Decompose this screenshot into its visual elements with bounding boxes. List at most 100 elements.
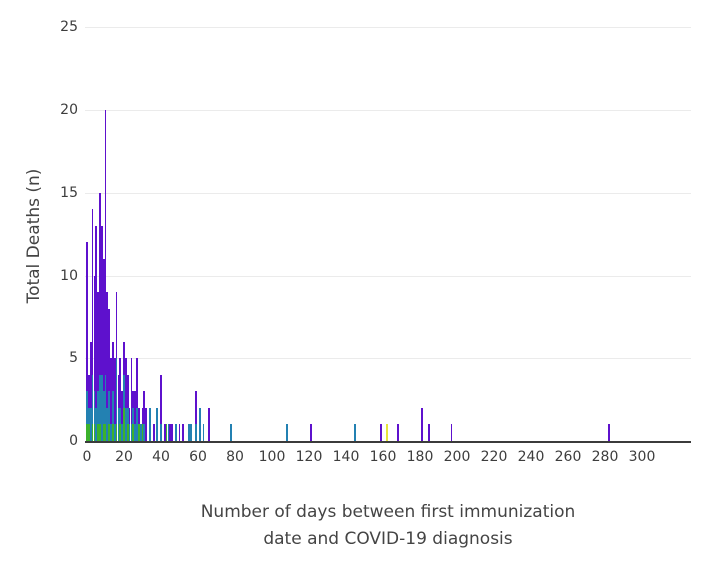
bar-day-27-teal[interactable] bbox=[136, 407, 138, 441]
bar-day-181-purple[interactable] bbox=[420, 407, 423, 441]
bar-day-22-purple[interactable] bbox=[126, 374, 129, 408]
bar-day-159-purple[interactable] bbox=[380, 424, 383, 441]
bar-day-4-green[interactable] bbox=[93, 424, 96, 441]
bar-day-20-purple[interactable] bbox=[123, 341, 125, 375]
bar-day-16-purple[interactable] bbox=[115, 292, 118, 359]
bar-day-36-purple[interactable] bbox=[152, 424, 155, 441]
bar-day-59-teal[interactable] bbox=[195, 424, 198, 441]
bar-day-20-teal[interactable] bbox=[123, 374, 125, 408]
bar-day-12-purple[interactable] bbox=[108, 308, 111, 392]
bar-day-59-purple[interactable] bbox=[195, 391, 198, 425]
bar-day-32-purple[interactable] bbox=[145, 407, 148, 441]
bar-day-7-purple[interactable] bbox=[99, 192, 101, 375]
bar-day-25-green[interactable] bbox=[132, 424, 135, 441]
bar-day-7-teal[interactable] bbox=[99, 374, 101, 425]
bar-day-45-purple[interactable] bbox=[169, 424, 172, 441]
bar-day-12-green[interactable] bbox=[108, 424, 111, 441]
bar-day-4-purple[interactable] bbox=[93, 275, 96, 392]
bar-day-46-purple[interactable] bbox=[171, 424, 174, 441]
bar-day-25-purple[interactable] bbox=[132, 391, 135, 408]
bar-day-121-purple[interactable] bbox=[309, 424, 312, 441]
bar-day-55-teal[interactable] bbox=[187, 424, 190, 441]
bar-day-11-purple[interactable] bbox=[106, 292, 109, 408]
bar-day-108-teal[interactable] bbox=[285, 424, 288, 441]
bar-day-14-green[interactable] bbox=[112, 424, 114, 441]
bar-day-15-purple[interactable] bbox=[113, 358, 116, 425]
bar-day-21-teal[interactable] bbox=[124, 407, 127, 441]
bar-day-18-green[interactable] bbox=[119, 424, 122, 441]
bar-day-10-teal[interactable] bbox=[104, 374, 107, 425]
bar-day-38-teal[interactable] bbox=[156, 407, 159, 441]
bar-day-13-teal[interactable] bbox=[110, 424, 112, 441]
bar-day-44-teal[interactable] bbox=[167, 424, 170, 441]
bar-day-40-purple[interactable] bbox=[160, 374, 162, 425]
bar-day-34-teal[interactable] bbox=[149, 407, 151, 441]
bar-day-3-green[interactable] bbox=[91, 424, 94, 441]
bar-day-9-purple[interactable] bbox=[102, 258, 105, 392]
bar-day-52-purple[interactable] bbox=[182, 424, 185, 441]
bar-day-78-teal[interactable] bbox=[230, 424, 233, 441]
bar-day-162-yellow[interactable] bbox=[385, 424, 388, 441]
bar-day-17-purple[interactable] bbox=[117, 374, 120, 408]
bar-day-27-purple[interactable] bbox=[136, 358, 138, 408]
bar-day-28-green[interactable] bbox=[137, 424, 140, 441]
bar-day-30-green[interactable] bbox=[141, 424, 144, 441]
bar-day-1-purple[interactable] bbox=[87, 374, 90, 408]
bar-day-22-green[interactable] bbox=[126, 424, 129, 441]
bar-day-21-purple[interactable] bbox=[124, 358, 127, 408]
bar-day-19-teal[interactable] bbox=[121, 424, 124, 441]
bar-day-5-purple[interactable] bbox=[95, 225, 98, 408]
bar-day-8-teal[interactable] bbox=[100, 374, 103, 441]
bar-day-42-purple[interactable] bbox=[163, 424, 166, 441]
bar-day-29-teal[interactable] bbox=[139, 424, 142, 441]
bar-day-1-green[interactable] bbox=[87, 424, 90, 441]
bar-day-9-teal[interactable] bbox=[102, 391, 105, 425]
bar-day-4-teal[interactable] bbox=[93, 391, 96, 425]
bar-day-43-green[interactable] bbox=[165, 424, 168, 441]
bar-day-24-teal[interactable] bbox=[130, 424, 133, 441]
bar-day-14-purple[interactable] bbox=[112, 341, 114, 392]
bar-day-2-purple[interactable] bbox=[89, 341, 92, 408]
bar-day-0-teal[interactable] bbox=[86, 391, 88, 425]
bar-day-185-purple[interactable] bbox=[428, 424, 431, 441]
bar-day-5-teal[interactable] bbox=[95, 407, 98, 441]
bar-day-145-teal[interactable] bbox=[354, 424, 357, 441]
bar-day-50-purple[interactable] bbox=[178, 424, 181, 441]
bar-day-10-green[interactable] bbox=[104, 424, 107, 441]
bar-day-1-teal[interactable] bbox=[87, 407, 90, 425]
bar-day-24-purple[interactable] bbox=[130, 358, 133, 425]
bar-day-63-teal[interactable] bbox=[202, 424, 205, 441]
bar-day-19-purple[interactable] bbox=[121, 391, 124, 425]
bar-day-0-green[interactable] bbox=[86, 424, 88, 441]
bar-day-30-purple[interactable] bbox=[141, 407, 144, 425]
bar-day-18-teal[interactable] bbox=[119, 407, 122, 425]
bar-day-48-teal[interactable] bbox=[174, 424, 177, 441]
bar-day-0-purple[interactable] bbox=[86, 242, 88, 392]
bar-day-28-purple[interactable] bbox=[137, 407, 140, 425]
bar-day-9-green[interactable] bbox=[102, 424, 105, 441]
bar-day-12-teal[interactable] bbox=[108, 391, 111, 425]
bar-day-31-teal[interactable] bbox=[143, 424, 146, 441]
bar-day-22-teal[interactable] bbox=[126, 407, 129, 425]
bar-day-7-green[interactable] bbox=[99, 424, 101, 441]
bar-day-6-green[interactable] bbox=[97, 424, 99, 441]
bar-day-61-teal[interactable] bbox=[198, 407, 201, 441]
bar-day-31-purple[interactable] bbox=[143, 391, 146, 425]
bar-day-13-purple[interactable] bbox=[110, 358, 112, 425]
bar-day-11-teal[interactable] bbox=[106, 407, 109, 441]
bar-day-10-purple[interactable] bbox=[104, 110, 107, 375]
bar-day-16-green[interactable] bbox=[115, 424, 118, 441]
bar-day-26-purple[interactable] bbox=[134, 391, 137, 425]
bar-day-23-teal[interactable] bbox=[128, 424, 131, 441]
bar-day-25-teal[interactable] bbox=[132, 407, 135, 425]
bar-day-3-purple[interactable] bbox=[91, 209, 94, 375]
bar-day-26-teal[interactable] bbox=[134, 424, 137, 441]
bar-day-8-purple[interactable] bbox=[100, 225, 103, 375]
bar-day-168-purple[interactable] bbox=[396, 424, 399, 441]
bar-day-18-purple[interactable] bbox=[119, 358, 122, 408]
bar-day-15-teal[interactable] bbox=[113, 424, 116, 441]
bar-day-282-purple[interactable] bbox=[607, 424, 610, 441]
bar-day-197-purple[interactable] bbox=[450, 424, 453, 441]
bar-day-14-teal[interactable] bbox=[112, 391, 114, 425]
bar-day-6-teal[interactable] bbox=[97, 391, 99, 425]
